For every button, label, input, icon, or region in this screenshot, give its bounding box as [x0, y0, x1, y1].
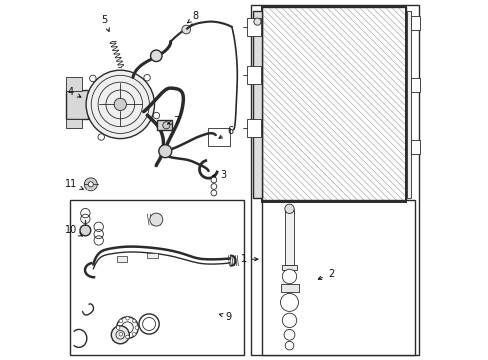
Circle shape: [149, 213, 163, 226]
Circle shape: [159, 145, 171, 158]
Circle shape: [182, 25, 190, 34]
Text: 9: 9: [219, 312, 231, 322]
Circle shape: [153, 112, 159, 119]
Circle shape: [143, 75, 150, 81]
Circle shape: [282, 269, 296, 284]
Circle shape: [285, 341, 293, 350]
Bar: [147, 253, 158, 258]
Circle shape: [280, 293, 298, 311]
Bar: [117, 256, 127, 262]
Bar: [261, 200, 415, 355]
Text: 4: 4: [68, 87, 81, 97]
Circle shape: [211, 177, 216, 183]
Circle shape: [211, 190, 216, 196]
Bar: [87, 184, 94, 190]
Bar: [66, 77, 82, 91]
Text: 3: 3: [212, 170, 225, 180]
Bar: [208, 128, 230, 146]
Bar: [250, 5, 418, 355]
Text: 6: 6: [219, 126, 233, 138]
Text: 5: 5: [101, 15, 109, 31]
Bar: [280, 284, 298, 292]
Circle shape: [111, 326, 129, 344]
Circle shape: [80, 225, 91, 236]
Bar: [282, 265, 296, 270]
Text: 1: 1: [240, 254, 257, 264]
Bar: [66, 119, 82, 128]
Bar: [410, 15, 419, 30]
Text: 7: 7: [167, 116, 179, 126]
Circle shape: [163, 122, 170, 129]
Circle shape: [284, 329, 294, 340]
Circle shape: [86, 70, 154, 139]
Text: 2: 2: [318, 269, 333, 279]
Circle shape: [114, 98, 126, 111]
Circle shape: [84, 178, 97, 191]
Circle shape: [284, 204, 294, 213]
Circle shape: [132, 332, 136, 336]
Circle shape: [211, 184, 216, 189]
Circle shape: [135, 326, 139, 329]
Bar: [246, 119, 261, 137]
Circle shape: [132, 319, 136, 323]
Text: 11: 11: [65, 179, 83, 189]
Bar: [261, 7, 406, 202]
Bar: [285, 209, 293, 265]
Circle shape: [88, 182, 93, 187]
Bar: [252, 11, 261, 198]
Circle shape: [150, 50, 162, 62]
Circle shape: [89, 75, 96, 82]
Circle shape: [119, 319, 122, 323]
Circle shape: [282, 313, 296, 328]
Bar: [410, 140, 419, 154]
Bar: [66, 90, 88, 119]
Bar: [261, 7, 406, 202]
Bar: [410, 78, 419, 92]
Circle shape: [116, 326, 120, 329]
Circle shape: [119, 332, 122, 336]
Bar: [70, 200, 244, 355]
Circle shape: [125, 335, 129, 339]
Circle shape: [253, 18, 261, 25]
Bar: [246, 18, 261, 36]
Circle shape: [125, 316, 129, 320]
Bar: [406, 11, 410, 198]
Text: 8: 8: [187, 11, 199, 23]
Circle shape: [98, 134, 104, 140]
Bar: [157, 120, 171, 130]
Bar: [246, 66, 261, 84]
Text: 10: 10: [65, 225, 82, 236]
